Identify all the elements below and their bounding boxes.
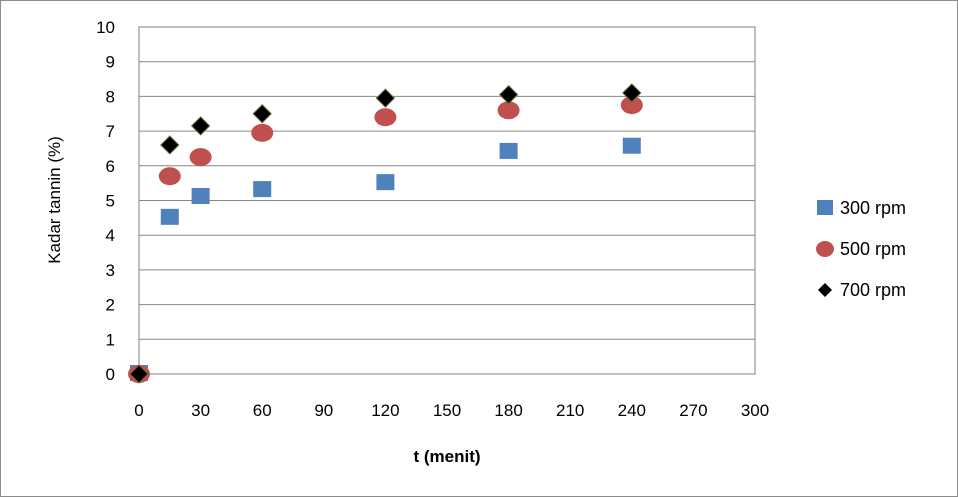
x-tick-label: 150: [433, 401, 461, 420]
y-tick-label: 6: [106, 157, 115, 176]
data-point-square: [160, 208, 179, 225]
y-tick-label: 5: [106, 192, 115, 211]
data-point-diamond: [190, 116, 211, 136]
data-point-square: [191, 188, 210, 205]
legend-item: 700 rpm: [818, 280, 906, 300]
x-tick-label: 210: [556, 401, 584, 420]
y-tick-label: 3: [106, 261, 115, 280]
legend-item: 300 rpm: [817, 198, 906, 218]
x-tick-label: 240: [618, 401, 646, 420]
x-tick-label: 30: [191, 401, 210, 420]
y-tick-label: 2: [106, 296, 115, 315]
legend-label: 300 rpm: [840, 198, 906, 218]
data-point-diamond: [375, 88, 396, 108]
x-tick-label: 120: [371, 401, 399, 420]
legend: 300 rpm 500 rpm 700 rpm: [816, 198, 906, 300]
data-point-circle: [251, 123, 274, 142]
data-point-circle: [374, 108, 397, 127]
legend-label: 700 rpm: [840, 280, 906, 300]
data-point-square: [499, 142, 518, 159]
y-tick-label: 10: [96, 18, 115, 37]
x-axis-label: t (menit): [413, 447, 480, 466]
y-tick-label: 7: [106, 122, 115, 141]
x-tick-label: 0: [134, 401, 143, 420]
legend-marker: [817, 200, 833, 215]
data-markers: [128, 83, 643, 384]
legend-marker: [816, 241, 834, 257]
data-point-diamond: [622, 83, 642, 103]
data-point-square: [622, 137, 641, 154]
x-tick-label: 90: [314, 401, 333, 420]
x-tick-label: 270: [679, 401, 707, 420]
x-tick-label: 300: [741, 401, 769, 420]
y-tick-label: 9: [106, 53, 115, 72]
y-tick-labels: 0 1 2 3 4 5 6 7 8 9 10: [96, 18, 115, 384]
legend-item: 500 rpm: [816, 239, 906, 259]
data-point-square: [253, 181, 272, 198]
gridlines: [139, 61, 755, 340]
legend-label: 500 rpm: [840, 239, 906, 259]
y-axis-label: Kadar tannin (%): [45, 136, 64, 264]
data-point-diamond: [160, 135, 180, 155]
data-point-circle: [158, 167, 181, 186]
y-tick-label: 8: [106, 87, 115, 106]
data-point-square: [376, 174, 395, 191]
x-tick-label: 180: [494, 401, 522, 420]
data-point-diamond: [252, 104, 272, 124]
x-tick-labels: 0 30 60 90 120 150 180 210 240 270 300: [134, 401, 769, 420]
y-tick-label: 1: [106, 330, 115, 349]
series-diamond: [129, 83, 642, 384]
y-tick-label: 0: [106, 365, 115, 384]
data-point-circle: [620, 96, 643, 115]
data-point-diamond: [498, 84, 519, 105]
data-point-diamond: [129, 364, 149, 384]
x-tick-label: 60: [253, 401, 272, 420]
legend-marker: [818, 283, 832, 297]
data-point-circle: [497, 101, 520, 120]
y-tick-label: 4: [106, 226, 115, 245]
data-point-circle: [189, 148, 212, 167]
